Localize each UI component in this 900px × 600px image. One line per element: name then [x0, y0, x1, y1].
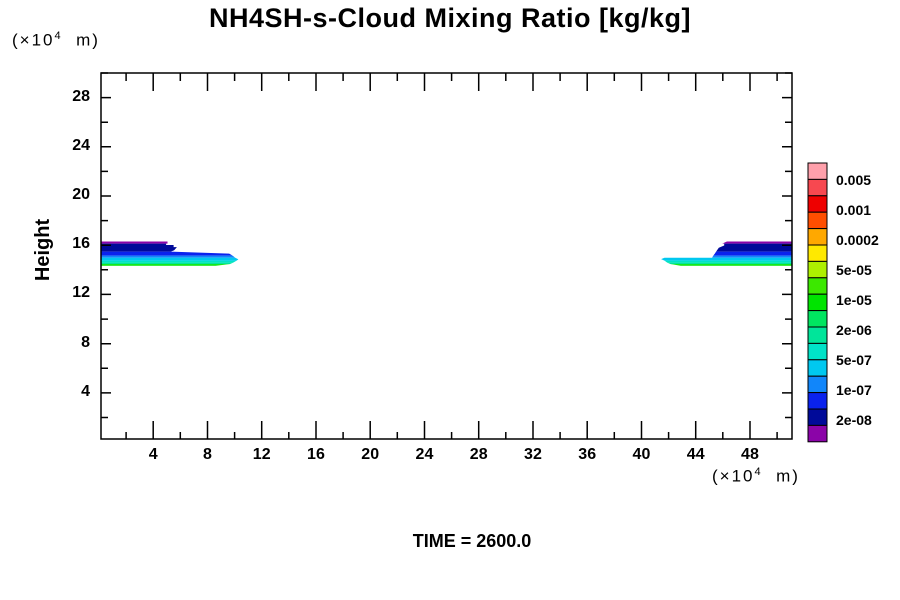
colorbar-cell — [807, 260, 828, 279]
left-cloud-band-layer — [101, 255, 236, 258]
left-cloud-band-layer — [101, 262, 234, 265]
x-tick-label: 8 — [203, 446, 212, 463]
colorbar-cell — [807, 392, 828, 410]
left-cloud-band-layer — [101, 251, 233, 256]
y-tick-label: 12 — [72, 284, 90, 302]
y-axis-unit-label: (×104 m) — [12, 30, 100, 51]
y-tick-label: 28 — [72, 87, 90, 105]
colorbar-cell — [807, 211, 828, 230]
y-unit-exponent: 4 — [54, 30, 63, 42]
x-tick-label: 48 — [741, 446, 759, 463]
colorbar-cell — [807, 244, 828, 262]
left-cloud-band-layer — [101, 260, 237, 263]
left-cloud-band-layer — [101, 241, 168, 244]
right-cloud-band-layer — [664, 260, 792, 263]
x-unit-exponent: 4 — [754, 466, 763, 478]
axis-ticks — [101, 72, 792, 439]
x-unit-prefix: (×10 — [712, 466, 755, 486]
colorbar-value-label: 1e-07 — [836, 382, 872, 399]
right-cloud-band-layer — [667, 262, 792, 265]
x-tick-label: 44 — [686, 446, 705, 463]
colorbar-value-label: 5e-05 — [836, 261, 872, 278]
y-tick-label: 20 — [72, 186, 90, 204]
y-tick-label: 16 — [72, 235, 90, 253]
colorbar-cell — [807, 293, 828, 312]
y-tick-label: 4 — [81, 382, 90, 400]
right-cloud-band-layer — [713, 251, 792, 256]
x-tick-label: 32 — [524, 446, 542, 463]
colorbar-cell — [807, 375, 828, 394]
right-cloud-band-layer — [670, 264, 792, 266]
colorbar-cell — [807, 195, 828, 213]
time-label: TIME = 2600.0 — [412, 531, 532, 551]
y-tick-label: 8 — [81, 333, 90, 351]
colorbar-value-label: 0.005 — [836, 171, 872, 188]
x-tick-label: 28 — [469, 446, 488, 463]
colorbar-value-label: 0.0002 — [836, 231, 879, 248]
colorbar-value-label: 2e-08 — [836, 412, 872, 429]
right-cloud-band-layer — [661, 257, 792, 261]
x-tick-label: 12 — [252, 446, 271, 463]
left-cloud-band-layer — [101, 264, 230, 266]
y-unit-suffix: m) — [62, 30, 100, 50]
colorbar-cell — [807, 228, 828, 246]
colorbar-cell — [807, 310, 828, 328]
chart-title: NH4SH-s-Cloud Mixing Ratio [kg/kg] — [209, 3, 691, 33]
colorbar-value-label: 0.001 — [836, 201, 872, 218]
x-tick-label: 36 — [578, 446, 597, 463]
plot-border — [100, 72, 793, 440]
x-tick-label: 16 — [307, 446, 325, 463]
y-tick-label: 24 — [72, 136, 90, 154]
colorbar-cell — [807, 359, 828, 377]
right-cloud-band-layer — [722, 241, 792, 244]
colorbar-cell — [807, 277, 828, 295]
colorbar-value-label: 5e-07 — [836, 352, 872, 369]
colorbar-value-label: 2e-06 — [836, 322, 872, 338]
x-tick-label: 4 — [148, 446, 158, 463]
colorbar-cell — [807, 326, 828, 344]
colorbar-value-label: 1e-05 — [836, 291, 872, 308]
left-cloud-band-layer — [101, 243, 177, 252]
colorbar-cell — [807, 178, 828, 197]
y-unit-prefix: (×10 — [12, 30, 55, 50]
left-cloud-band-layer — [101, 257, 239, 261]
x-tick-label: 20 — [361, 446, 380, 463]
right-cloud-band-layer — [712, 255, 792, 258]
x-tick-label: 24 — [415, 446, 434, 463]
colorbar-cell — [807, 408, 828, 426]
right-cloud-band-layer — [716, 243, 792, 252]
x-tick-label: 40 — [632, 446, 651, 463]
x-axis-unit-label: (×104 m) — [712, 466, 800, 487]
colorbar-cell — [807, 162, 828, 180]
x-unit-suffix: m) — [762, 466, 800, 486]
colorbar-cell — [807, 424, 828, 443]
colorbar-cell — [807, 342, 828, 361]
